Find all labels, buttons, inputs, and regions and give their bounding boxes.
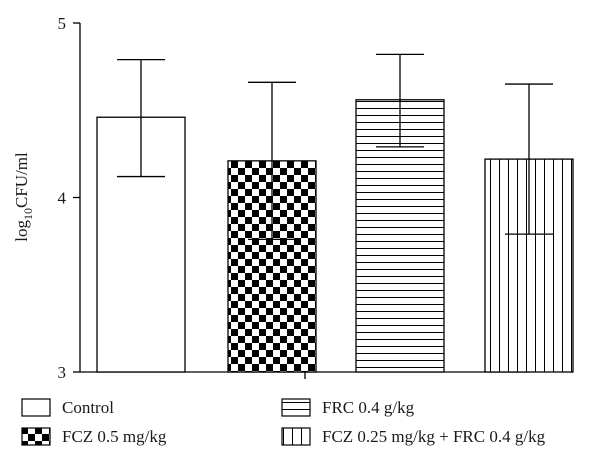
legend-swatch [281, 427, 311, 446]
legend-swatch [21, 398, 51, 417]
legend: Control FCZ 0.5 mg/kg FRC 0.4 g/kg FCZ 0.25… [21, 398, 546, 446]
legend-swatch [281, 398, 311, 417]
legend-label: FCZ 0.25 mg/kg + FRC 0.4 g/kg [322, 427, 546, 446]
y-tick-label: 4 [58, 189, 67, 208]
y-tick-label: 3 [58, 363, 67, 382]
legend-label: Control [62, 398, 114, 417]
legend-label: FRC 0.4 g/kg [322, 398, 415, 417]
y-ticks: 3 4 5 [58, 14, 80, 382]
y-tick-label: 5 [58, 14, 67, 33]
legend-swatch [21, 427, 51, 446]
y-axis-label: log10CFU/ml [12, 152, 35, 242]
error-bars [117, 53, 553, 241]
legend-label: FCZ 0.5 mg/kg [62, 427, 167, 446]
bars [96, 99, 574, 373]
